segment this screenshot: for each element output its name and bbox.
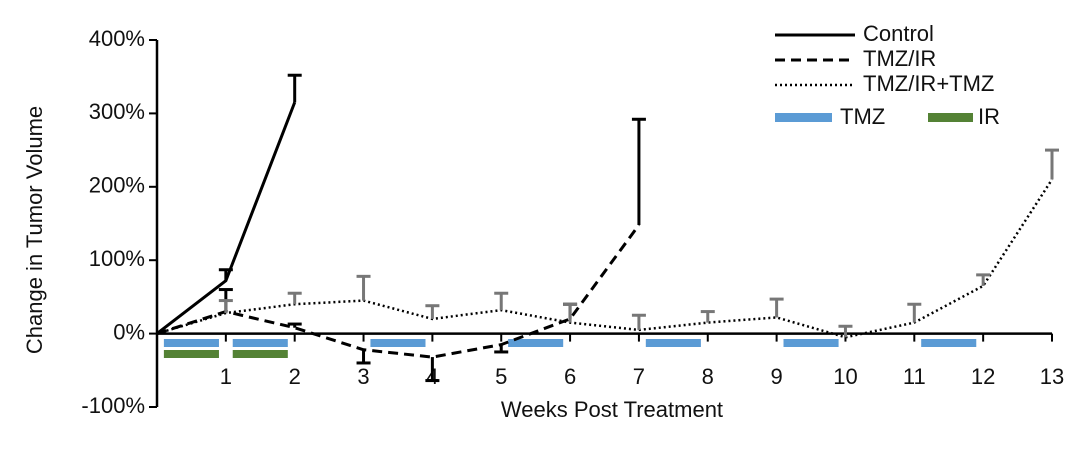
error-bar (287, 73, 302, 103)
y-axis-label: Change in Tumor Volume (22, 106, 47, 354)
x-tick-label: 12 (971, 364, 995, 389)
legend-swatch (775, 113, 832, 122)
error-bar (218, 268, 233, 281)
error-bar (838, 324, 853, 338)
y-tick-label: 0% (113, 319, 145, 344)
error-bar (425, 357, 440, 383)
x-tick-label: 7 (633, 364, 645, 389)
treatment-bar (921, 339, 977, 347)
treatment-bar (783, 339, 839, 347)
x-tick-label: 11 (903, 364, 926, 389)
error-bar (356, 349, 371, 365)
x-tick-label: 5 (495, 364, 507, 389)
error-bar (907, 302, 922, 323)
x-tick-label: 8 (702, 364, 714, 389)
series-line (156, 178, 1054, 339)
error-bar (494, 344, 509, 354)
legend-swatch (928, 113, 973, 122)
error-bar (287, 322, 302, 328)
x-tick-label: 9 (770, 364, 782, 389)
legend-label: TMZ/IR (863, 46, 936, 71)
error-bar (356, 274, 371, 301)
error-bar (425, 304, 440, 319)
treatment-bar (645, 339, 701, 347)
x-tick-label: 6 (564, 364, 576, 389)
error-bar (769, 297, 784, 318)
legend-label: Control (863, 21, 934, 46)
legend-label: TMZ (840, 104, 885, 129)
x-tick-label: 2 (289, 364, 301, 389)
y-tick-label: 100% (89, 246, 145, 271)
x-tick-label: 3 (357, 364, 369, 389)
error-bar (700, 310, 715, 323)
treatment-bar (232, 350, 288, 358)
treatment-bar (232, 339, 288, 347)
x-tick-label: 13 (1040, 364, 1064, 389)
error-bar (287, 291, 302, 305)
error-bar (218, 299, 233, 314)
x-tick-label: 1 (220, 364, 232, 389)
error-bar (631, 117, 646, 225)
x-axis-label: Weeks Post Treatment (501, 397, 723, 422)
treatment-bar (508, 339, 564, 347)
treatment-bar (163, 350, 219, 358)
y-tick-label: 400% (89, 26, 145, 51)
error-bar (1045, 148, 1059, 180)
error-bar (563, 302, 578, 323)
x-tick-label: 10 (833, 364, 857, 389)
y-tick-label: 200% (89, 173, 145, 198)
y-tick-label: -100% (81, 393, 145, 418)
y-tick-label: 300% (89, 99, 145, 124)
series-line (156, 224, 641, 359)
error-bar (631, 313, 646, 330)
error-bar (976, 273, 991, 286)
error-bar (494, 291, 509, 311)
treatment-bar (163, 339, 219, 347)
legend-label: TMZ/IR+TMZ (863, 71, 994, 96)
treatment-bar (370, 339, 426, 347)
legend-label: IR (978, 104, 1000, 129)
